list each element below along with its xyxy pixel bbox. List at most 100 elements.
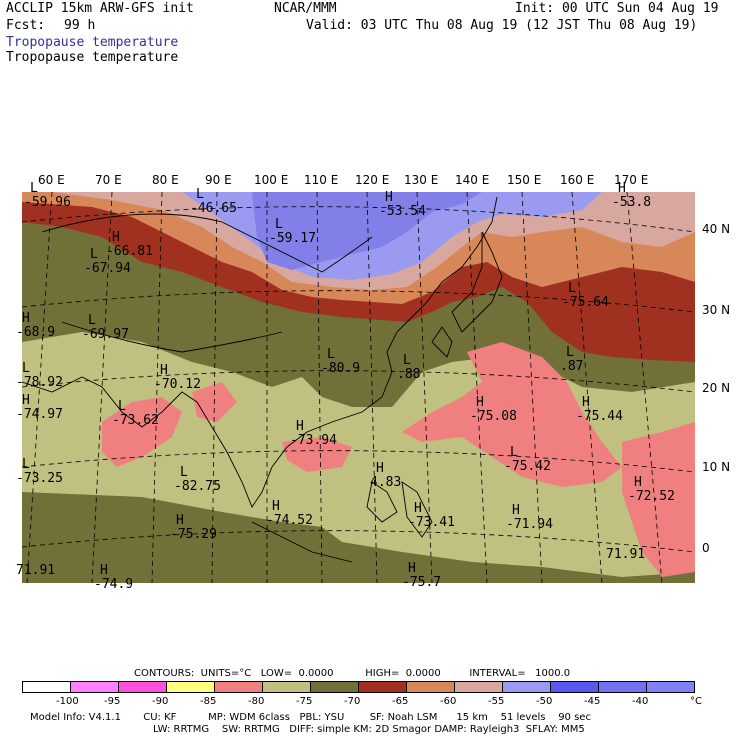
low-marker: L <box>88 313 96 328</box>
fcst-value: 99 h <box>64 18 96 33</box>
extremum-value: -80.9 <box>321 361 361 376</box>
colorbar-swatch <box>502 681 551 693</box>
colorbar-swatch <box>454 681 503 693</box>
high-marker: H <box>512 503 520 518</box>
model-info-line2: LW: RRTMG SW: RRTMG DIFF: simple KM: 2D … <box>153 724 585 735</box>
colorbar-label: -55 <box>488 696 505 707</box>
lat-label: 40 N <box>702 222 731 236</box>
org-label: NCAR/MMM <box>274 1 337 16</box>
extremum-value: 71.91 <box>16 563 56 578</box>
high-marker: H <box>112 230 120 245</box>
extremum-value: -73.25 <box>16 471 63 486</box>
valid-time: Valid: 03 UTC Thu 08 Aug 19 (12 JST Thu … <box>306 18 698 33</box>
colorbar-label: -45 <box>584 696 601 707</box>
low-marker: L <box>118 399 126 414</box>
extremum-value: -78.92 <box>16 375 63 390</box>
colorbar-label: -65 <box>392 696 409 707</box>
extremum-value: -75.44 <box>576 409 623 424</box>
extremum-value: -69.97 <box>82 327 129 342</box>
extremum-value: -59.17 <box>269 231 316 246</box>
contours-info: CONTOURS: UNITS=°C LOW= 0.0000 HIGH= 0.0… <box>134 668 571 679</box>
low-marker: L <box>403 353 411 368</box>
colorbar-swatch <box>118 681 167 693</box>
colorbar-label: -85 <box>200 696 217 707</box>
lon-label: 70 E <box>95 173 122 187</box>
lat-label: 30 N <box>702 303 731 317</box>
high-marker: H <box>408 561 416 576</box>
colorbar-label: -90 <box>152 696 169 707</box>
model-info-line1: Model Info: V4.1.1 CU: KF MP: WDM 6class… <box>30 712 591 723</box>
colorbar-swatch <box>406 681 455 693</box>
low-marker: L <box>568 281 576 296</box>
extremum-value: .88 <box>397 367 421 382</box>
lat-label: 20 N <box>702 381 731 395</box>
low-marker: L <box>327 347 335 362</box>
high-marker: H <box>476 395 484 410</box>
extremum-value: -70.12 <box>154 377 201 392</box>
fill-violet-region <box>252 192 482 270</box>
colorbar-swatch <box>166 681 215 693</box>
colorbar-label: -95 <box>104 696 121 707</box>
extremum-value: -73.62 <box>112 413 159 428</box>
tropopause-temperature-map <box>22 192 695 583</box>
extremum-value: -75.29 <box>170 527 217 542</box>
low-marker: L <box>22 361 30 376</box>
grid-parallels <box>22 206 695 553</box>
high-marker: H <box>22 393 30 408</box>
low-marker: L <box>90 247 98 262</box>
lon-label: 160 E <box>560 173 595 187</box>
colorbar-label: -100 <box>56 696 79 707</box>
grid-meridians <box>26 192 663 583</box>
extremum-value: -53.8 <box>612 195 652 210</box>
high-marker: H <box>296 419 304 434</box>
lon-label: 120 E <box>355 173 390 187</box>
coastlines <box>22 196 503 563</box>
extremum-value: -59.96 <box>24 195 71 210</box>
extremum-value: -66.81 <box>106 244 153 259</box>
low-marker: L <box>22 457 30 472</box>
colorbar-label: -40 <box>632 696 649 707</box>
extremum-value: -82.75 <box>174 479 221 494</box>
extremum-value: -75.42 <box>504 459 551 474</box>
extremum-value: -75.08 <box>470 409 517 424</box>
fill-pink-region <box>102 397 182 467</box>
extremum-value: 4.83 <box>370 475 402 490</box>
colorbar-swatch <box>22 681 71 693</box>
extremum-value: -75.64 <box>562 295 609 310</box>
colorbar-label: -60 <box>440 696 457 707</box>
lat-label: 10 N <box>702 460 731 474</box>
colorbar-swatch <box>550 681 599 693</box>
high-marker: H <box>100 563 108 578</box>
lat-label: 0 <box>702 541 710 555</box>
field-title-black: Tropopause temperature <box>6 50 179 65</box>
high-marker: H <box>160 363 168 378</box>
colorbar-swatch <box>310 681 359 693</box>
low-marker: L <box>566 345 574 360</box>
high-marker: H <box>414 501 422 516</box>
lon-label: 90 E <box>205 173 232 187</box>
lon-label: 80 E <box>152 173 179 187</box>
extremum-value: -73.41 <box>408 515 455 530</box>
extremum-value: -73.94 <box>290 433 337 448</box>
low-marker: L <box>30 181 38 196</box>
fill-pink-region <box>402 342 622 487</box>
lon-label: 100 E <box>254 173 289 187</box>
high-marker: H <box>385 190 393 205</box>
extremum-value: -67.94 <box>84 261 131 276</box>
extremum-value: -75.7 <box>402 575 442 590</box>
extremum-value: -68.9 <box>16 325 56 340</box>
colorbar-label: °C <box>690 696 702 707</box>
low-marker: L <box>275 217 283 232</box>
colorbar-swatch <box>358 681 407 693</box>
high-marker: H <box>634 475 642 490</box>
extremum-value: -72.52 <box>628 489 675 504</box>
low-marker: L <box>180 465 188 480</box>
lon-label: 110 E <box>304 173 339 187</box>
low-marker: L <box>510 445 518 460</box>
colorbar-swatch <box>214 681 263 693</box>
lon-label: 140 E <box>455 173 490 187</box>
extremum-value: -71.94 <box>506 517 553 532</box>
colorbar-swatch <box>646 681 695 693</box>
low-marker: L <box>196 187 204 202</box>
extremum-value: -74.52 <box>266 513 313 528</box>
